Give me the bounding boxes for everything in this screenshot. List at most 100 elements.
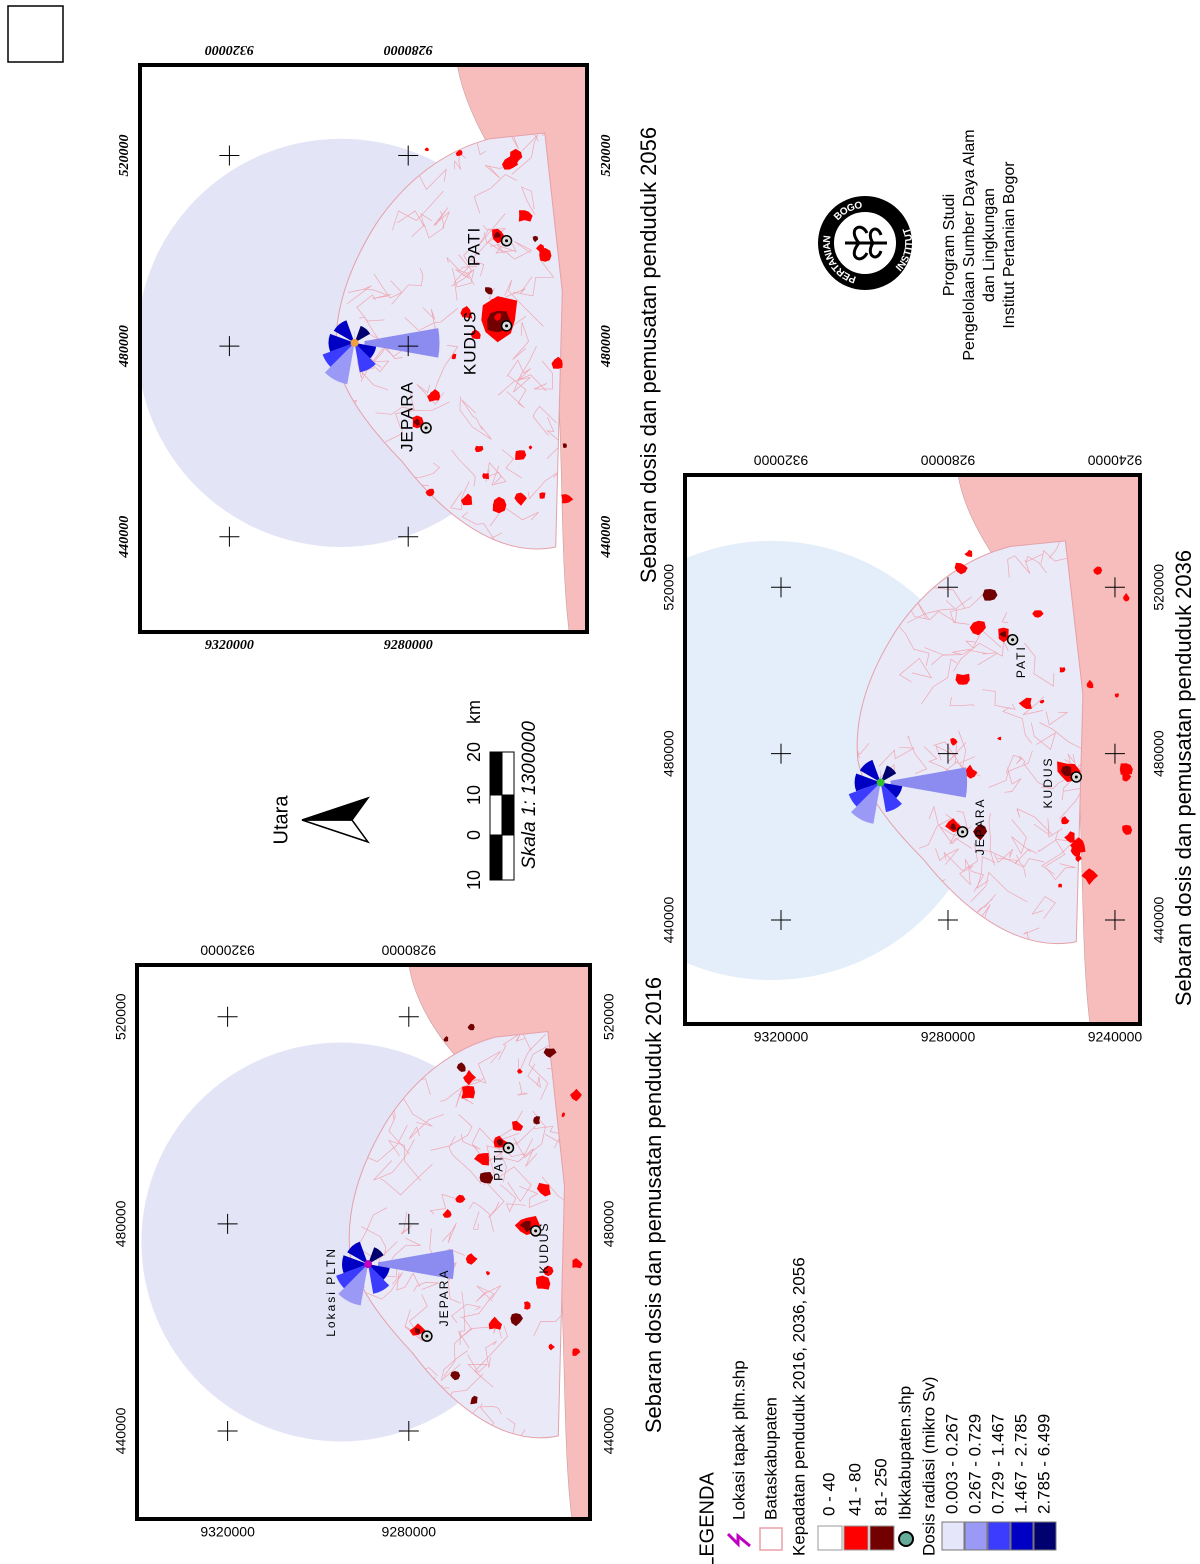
boundary-line: [388, 1139, 422, 1181]
boundary-line: [413, 1282, 439, 1292]
boundary-line: [498, 1031, 532, 1061]
boundary-line: [391, 267, 424, 305]
capital-dot: [425, 1334, 429, 1338]
legend-capital-icon: [898, 1531, 914, 1547]
legend-swatch: [941, 1521, 965, 1551]
boundary-line: [527, 1063, 541, 1089]
legend-title: LEGENDA: [696, 1472, 718, 1564]
density-patch: [964, 549, 973, 557]
x-tick-label: 440000: [601, 1407, 617, 1454]
boundary-line: [495, 1166, 532, 1203]
boundary-line: [982, 689, 1016, 710]
boundary-line: [1004, 767, 1022, 793]
boundary-line: [473, 173, 518, 214]
dose-sector: [336, 1264, 367, 1289]
density-patch: [1058, 883, 1062, 888]
north-arrow-left: [301, 819, 370, 844]
legend-label: 41 - 80: [845, 1463, 864, 1516]
corner-box: [7, 5, 64, 63]
map-body: [140, 65, 587, 632]
institution-line: Pengelolaan Sumber Daya Alam: [961, 129, 978, 360]
boundary-line: [975, 894, 996, 914]
density-patch: [548, 1343, 555, 1351]
boundary-line: [857, 731, 870, 755]
boundary-line: [489, 506, 539, 527]
legend-swatch: [1010, 1521, 1034, 1551]
boundary-line: [400, 1211, 413, 1235]
scale-segment: [489, 751, 503, 796]
density-patch: [543, 1048, 557, 1058]
boundary-line: [392, 190, 444, 231]
legend-label: 2.785 - 6.499: [1034, 1414, 1053, 1514]
boundary-line: [1011, 819, 1032, 855]
legend-label: Bataskabupaten: [761, 1397, 780, 1520]
y-tick-label: 9320000: [200, 942, 255, 958]
density-patch: [1061, 816, 1070, 825]
scale-label: km: [464, 700, 484, 724]
boundary-line: [1031, 896, 1056, 919]
boundary-line: [501, 449, 522, 479]
legend-swatch: [1033, 1521, 1057, 1551]
density-patch: [490, 298, 495, 303]
capital-dot: [961, 830, 965, 834]
dose-sector: [354, 344, 376, 373]
dose-sector: [368, 1247, 384, 1264]
density-patch: [474, 445, 484, 453]
boundary-line: [994, 849, 1014, 863]
density-patch: [442, 1209, 452, 1218]
boundary-line: [395, 401, 450, 429]
north-arrow-right: [301, 796, 370, 821]
density-patch: [494, 313, 502, 321]
boundary-line: [435, 345, 459, 389]
density-patch: [969, 620, 986, 636]
dose-sector: [882, 782, 903, 798]
institution-line: Program Studi: [941, 194, 958, 296]
boundary-line: [485, 1340, 497, 1368]
boundary-line: [943, 843, 978, 872]
boundary-line: [977, 639, 1009, 666]
legend-swatch: [987, 1521, 1011, 1551]
place-label: JEPARA: [973, 797, 987, 855]
scale-segment: [501, 751, 515, 796]
place-label: KUDUS: [460, 311, 479, 376]
boundary-line: [878, 746, 916, 767]
y-tick-label: 9320000: [205, 638, 254, 653]
boundary-line: [461, 511, 497, 544]
density-patch: [570, 1088, 582, 1102]
density-patch: [964, 764, 978, 779]
legend-label: 1.467 - 2.785: [1011, 1414, 1030, 1514]
boundary-line: [361, 1226, 387, 1256]
density-patch: [427, 389, 441, 402]
boundary-line: [1001, 612, 1009, 624]
density-patch: [1018, 697, 1032, 709]
place-label: PATI: [492, 1148, 506, 1181]
density-patch: [539, 247, 552, 262]
boundary-line: [458, 532, 503, 549]
boundary-line: [519, 1185, 549, 1209]
density-patch: [1086, 679, 1094, 689]
x-tick-label: 520000: [113, 993, 129, 1040]
boundary-line: [459, 396, 492, 440]
density-patch: [443, 1036, 449, 1042]
map-body: [685, 475, 1140, 1024]
boundary-line: [346, 285, 372, 305]
boundary-line: [357, 1207, 388, 1261]
map-panel: Lokasi PLTN JEPARA KUDUS PATI 440000 440000 48…: [113, 942, 617, 1539]
scale-segment: [489, 834, 503, 881]
density-patch: [1114, 693, 1119, 698]
density-patch: [460, 493, 473, 506]
boundary-line: [468, 1201, 494, 1232]
boundary-line: [532, 405, 557, 436]
boundary-line: [1037, 839, 1066, 867]
boundary-line: [411, 210, 445, 239]
density-patch: [517, 1068, 523, 1074]
boundary-line: [396, 1272, 421, 1291]
boundary-line: [533, 1297, 565, 1337]
density-patch: [1093, 566, 1103, 575]
density-patch: [1059, 667, 1066, 673]
scale-label: 20: [464, 742, 484, 762]
boundary-line: [404, 1294, 428, 1342]
boundary-line: [375, 393, 415, 415]
boundary-line: [404, 308, 459, 332]
boundary-line: [477, 1050, 501, 1084]
